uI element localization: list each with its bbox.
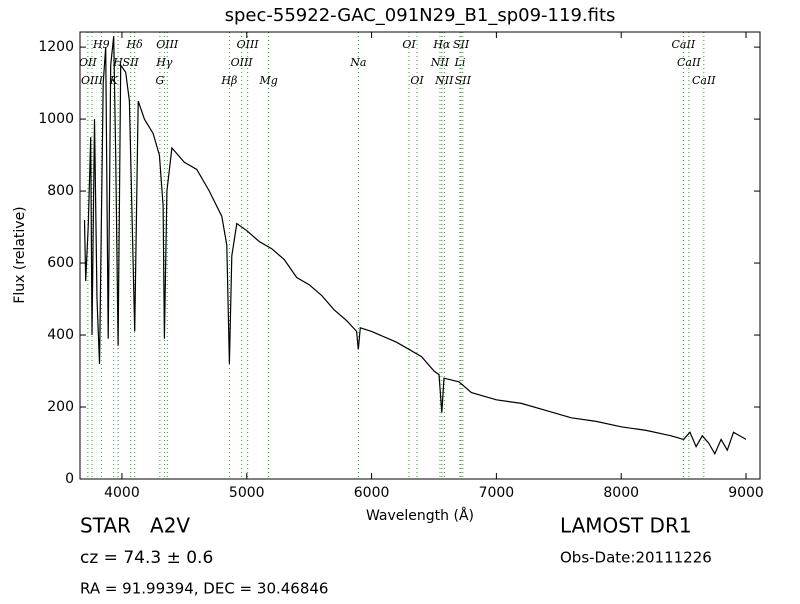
y-tick-label: 1200 xyxy=(38,39,74,55)
object-class: STAR A2V xyxy=(80,514,190,538)
spectral-line-label: NII xyxy=(430,56,450,69)
redshift: cz = 74.3 ± 0.6 xyxy=(80,548,213,568)
spectral-line-label: OIII xyxy=(81,74,104,87)
x-tick-label: 4000 xyxy=(104,485,140,501)
x-axis-label: Wavelength (Å) xyxy=(366,507,474,524)
spectral-line-label: G xyxy=(155,74,164,87)
spectral-line-label: Hγ xyxy=(155,56,173,69)
spectral-line-label: OI xyxy=(410,74,424,87)
spectrum-line xyxy=(83,36,747,456)
spectral-line-label: H xyxy=(112,56,123,69)
plot-frame xyxy=(79,31,761,480)
coordinates: RA = 91.99394, DEC = 30.46846 xyxy=(80,580,328,598)
y-tick-label: 200 xyxy=(47,399,74,415)
x-tick-label: 8000 xyxy=(603,485,639,501)
x-tick-label: 5000 xyxy=(229,485,265,501)
y-tick-label: 0 xyxy=(65,471,74,487)
chart-title: spec-55922-GAC_091N29_B1_sp09-119.fits xyxy=(225,5,616,26)
obs-date: Obs-Date:20111226 xyxy=(560,549,712,567)
spectral-line-label: Hα xyxy=(432,38,451,51)
y-tick-label: 600 xyxy=(47,255,74,271)
x-tick-label: 9000 xyxy=(728,485,764,501)
spectral-line-label: OII xyxy=(79,56,97,69)
spectral-line-label: SII xyxy=(455,74,472,87)
y-axis-label: Flux (relative) xyxy=(12,206,28,303)
spectral-line-label: OI xyxy=(402,38,416,51)
spectral-line-label: CaII xyxy=(677,56,701,69)
spectral-line-label: K xyxy=(109,74,119,87)
spectral-line-label: H9 xyxy=(92,38,110,51)
survey: LAMOST DR1 xyxy=(560,514,692,538)
spectral-line-label: OIII xyxy=(237,38,260,51)
spectral-line-label: Hβ xyxy=(220,74,237,87)
spectral-line-label: SII xyxy=(123,56,140,69)
spectral-line-label: NII xyxy=(434,74,454,87)
spectral-line-label: Mg xyxy=(258,74,277,87)
y-tick-label: 800 xyxy=(47,183,74,199)
spectral-line-label: Li xyxy=(454,56,466,69)
spectral-line-label: CaII xyxy=(692,74,716,87)
spectral-line-label: SII xyxy=(453,38,470,51)
spectral-line-label: OIII xyxy=(156,38,179,51)
spectral-line-label: CaII xyxy=(672,38,696,51)
spectral-line-label: Na xyxy=(349,56,366,69)
spectral-line-label: OIII xyxy=(231,56,254,69)
y-tick-label: 1000 xyxy=(38,111,74,127)
x-tick-label: 7000 xyxy=(479,485,515,501)
x-tick-label: 6000 xyxy=(354,485,390,501)
spectral-line-label: Hδ xyxy=(126,38,144,51)
y-tick-label: 400 xyxy=(47,327,74,343)
